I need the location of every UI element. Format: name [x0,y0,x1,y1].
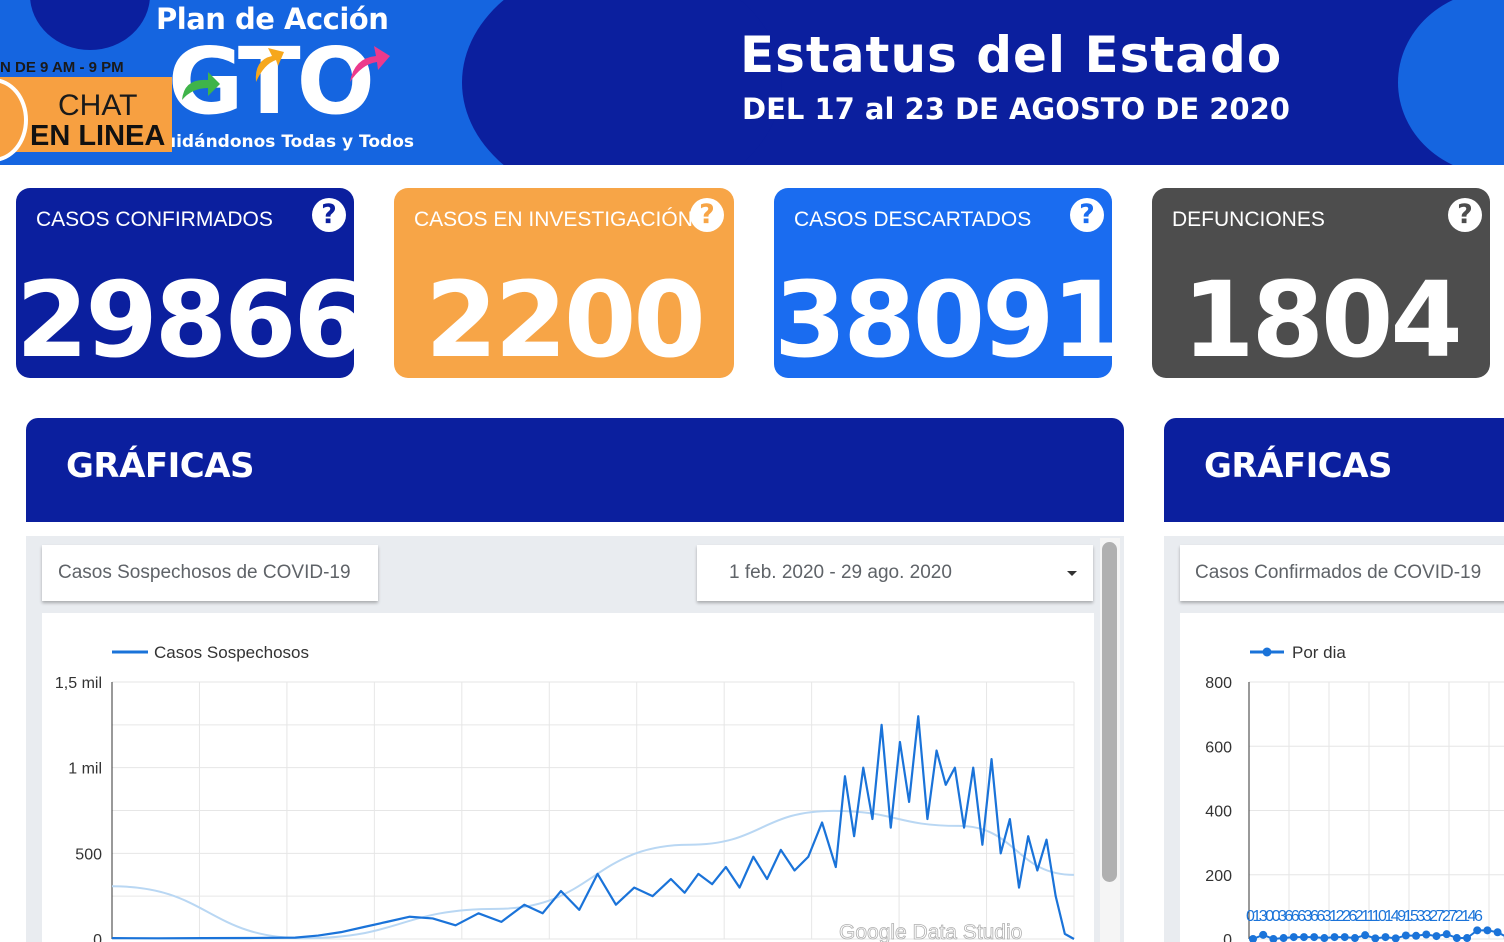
chart-selector-dropdown-right[interactable]: Casos Confirmados de COVID-19 [1180,545,1504,601]
page-title: Estatus del Estado [740,26,1283,84]
y-tick-label: 1 mil [68,761,102,778]
chat-label: CHAT [58,89,138,122]
data-point [1473,926,1482,935]
google-data-studio-watermark: Google Data Studio [839,921,1022,942]
card-label: CASOS DESCARTADOS [794,208,1032,231]
data-point [1442,930,1451,939]
help-icon[interactable]: ? [1448,198,1482,232]
y-tick-label: 600 [1205,739,1232,756]
data-point [1381,933,1390,942]
data-point [1412,931,1421,940]
header-banner: Plan de Acción GTO uidándonos Todas y To… [0,0,1504,165]
green-arrow-icon [182,72,220,100]
data-point [1279,934,1288,942]
chat-hours-text: N DE 9 AM - 9 PM [0,59,124,76]
data-point [1391,934,1400,942]
y-tick-label: 200 [1205,868,1232,885]
data-point [1493,928,1502,937]
y-tick-label: 0 [1223,932,1232,942]
data-point [1289,933,1298,942]
card-value: 1804 [1182,259,1462,378]
legend-label: Por dia [1292,643,1346,662]
chart-selector-dropdown[interactable]: Casos Sospechosos de COVID-19 [42,545,378,601]
card-value: 38091 [774,259,1112,378]
data-labels: 0130036663663122621110149153327272146 [1246,908,1483,925]
y-tick-label: 800 [1205,675,1232,692]
data-point [1340,933,1349,942]
data-point [1269,935,1278,942]
casos-confirmados-line-chart[interactable]: 0 200 400 600 800 Por dia 01300366636631226211… [1180,613,1504,942]
chevron-down-icon [1067,571,1077,576]
legend-label: Casos Sospechosos [154,643,309,662]
series-line-casos-sospechosos [111,715,1075,940]
data-point [1350,934,1359,942]
data-point [1320,934,1329,942]
card-label: CASOS CONFIRMADOS [36,208,273,231]
card-value: 2200 [425,259,705,378]
chat-en-linea-button[interactable] [0,77,172,152]
header-right-decoration [1398,0,1504,165]
data-point [1483,926,1492,935]
data-point [1330,933,1339,942]
data-point [1361,931,1370,940]
card-defunciones: DEFUNCIONES ? 1804 [1152,188,1490,378]
logo-tagline: uidándonos Todas y Todos [164,132,415,152]
data-point [1401,931,1410,940]
help-icon[interactable]: ? [690,198,724,232]
y-tick-label: 0 [93,932,102,942]
chat-en-linea-label: EN LINEA [30,120,166,152]
card-casos-confirmados: CASOS CONFIRMADOS ? 29866 [16,188,354,378]
pink-arrow-icon [350,46,390,82]
panel-scrollbar-thumb[interactable] [1102,542,1117,882]
page-subtitle-date-range: DEL 17 al 23 DE AGOSTO DE 2020 [742,92,1290,126]
orange-arrow-icon [255,48,284,82]
help-icon[interactable]: ? [312,198,346,232]
graficas-panel-header: GRÁFICAS [26,418,1124,522]
logo-top-text: Plan de Acción [156,2,389,36]
plan-de-accion-gto-logo[interactable]: Plan de Acción GTO uidándonos Todas y To… [150,2,414,162]
trend-line [111,809,1075,940]
date-range-value: 1 feb. 2020 - 29 ago. 2020 [729,562,952,583]
header-divider-curve [462,0,782,165]
help-icon[interactable]: ? [1070,198,1104,232]
card-value: 29866 [16,259,354,378]
panel-title: GRÁFICAS [66,446,255,486]
data-point [1432,932,1441,941]
data-point [1310,933,1319,942]
data-point [1259,930,1268,939]
y-tick-label: 500 [75,846,102,863]
chart-casos-sospechosos: 0 500 1 mil 1,5 mil Casos Sospechosos Google … [42,613,1094,942]
data-point [1249,935,1257,942]
card-casos-descartados: CASOS DESCARTADOS ? 38091 [774,188,1112,378]
card-casos-en-investigacion: CASOS EN INVESTIGACIÓN ? 2200 [394,188,734,378]
casos-sospechosos-line-chart[interactable]: 0 500 1 mil 1,5 mil Casos Sospechosos Google … [42,613,1094,942]
graficas-panel-header-right: GRÁFICAS [1164,418,1504,522]
card-label: DEFUNCIONES [1172,208,1325,231]
y-tick-label: 400 [1205,804,1232,821]
data-point [1452,934,1461,942]
date-range-picker[interactable]: 1 feb. 2020 - 29 ago. 2020 [697,545,1093,601]
card-label: CASOS EN INVESTIGACIÓN [414,208,693,231]
panel-title: GRÁFICAS [1204,446,1393,486]
data-point [1422,930,1431,939]
data-point [1299,933,1308,942]
data-point [1463,934,1472,942]
chart-casos-confirmados: 0 200 400 600 800 Por dia 01300366636631226211… [1180,613,1504,942]
data-point [1371,934,1380,942]
legend-marker [1262,647,1272,657]
y-tick-label: 1,5 mil [55,675,102,692]
